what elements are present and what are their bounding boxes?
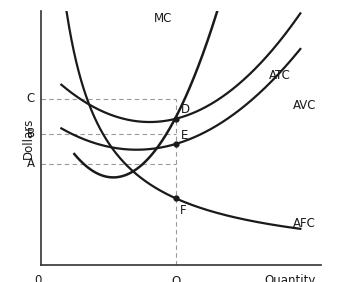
Text: Quantity: Quantity <box>265 274 316 282</box>
Text: D: D <box>181 103 190 116</box>
Text: ATC: ATC <box>269 69 291 82</box>
Text: B: B <box>27 127 35 140</box>
Y-axis label: Dollars: Dollars <box>22 118 35 159</box>
Text: F: F <box>179 204 186 217</box>
Text: Q: Q <box>171 274 180 282</box>
Text: E: E <box>181 129 188 142</box>
Text: AVC: AVC <box>292 99 316 113</box>
Text: AFC: AFC <box>292 217 315 230</box>
Text: C: C <box>27 92 35 105</box>
Text: MC: MC <box>153 12 172 25</box>
Text: A: A <box>27 157 35 170</box>
Text: 0: 0 <box>34 274 42 282</box>
